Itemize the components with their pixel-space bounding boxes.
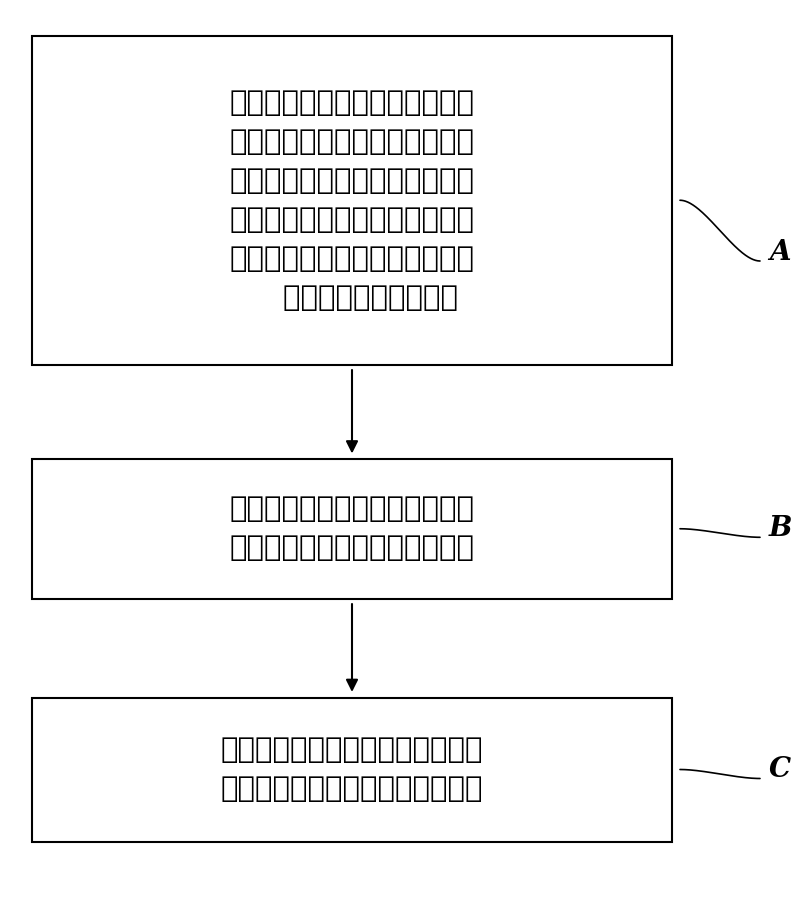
Text: 基于接收到的训练序列与本地训
练序列的自相关特性，获取多径
信道的部分先验信息，根据部分
先验信息中所包括的多径信道的
信道长度，确定接收到的训练序
    列: 基于接收到的训练序列与本地训 练序列的自相关特性，获取多径 信道的部分先验信息，… — [230, 89, 474, 311]
Text: B: B — [768, 515, 792, 542]
Text: C: C — [769, 756, 791, 783]
Text: 根据无干扰区中的信号，基于最大
似然算法计算多径信道的各径系数: 根据无干扰区中的信号，基于最大 似然算法计算多径信道的各径系数 — [221, 736, 483, 803]
Bar — [32, 36, 672, 365]
Text: A: A — [770, 238, 790, 266]
Bar — [32, 459, 672, 598]
Bar — [32, 698, 672, 842]
Text: 根据部分先验信息，基于压缩感
知理论计算多径信道的各径时延: 根据部分先验信息，基于压缩感 知理论计算多径信道的各径时延 — [230, 495, 474, 562]
